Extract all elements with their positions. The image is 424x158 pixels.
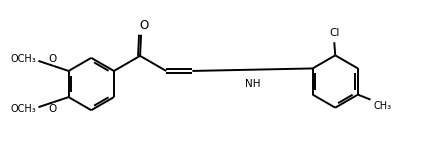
Text: O: O [48, 54, 57, 64]
Text: Cl: Cl [329, 28, 340, 38]
Text: OCH₃: OCH₃ [11, 54, 36, 64]
Text: O: O [139, 19, 149, 32]
Text: CH₃: CH₃ [373, 101, 391, 111]
Text: OCH₃: OCH₃ [11, 104, 36, 114]
Text: NH: NH [245, 79, 260, 89]
Text: O: O [48, 104, 57, 114]
